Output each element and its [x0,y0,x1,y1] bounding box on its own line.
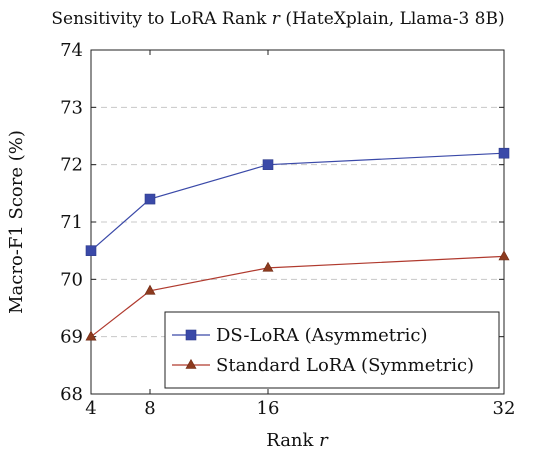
legend-label-standard-lora: Standard LoRA (Symmetric) [216,355,474,376]
y-tick-label-3: 71 [60,212,83,233]
series-line-1 [90,255,505,338]
legend: DS-LoRA (Asymmetric) Standard LoRA (Symm… [164,311,500,389]
series-layer [85,147,510,341]
legend-marker-ds-lora [185,329,197,341]
x-axis-title: Rank r [266,430,329,451]
y-axis-ticks: 68 69 70 71 72 73 74 [60,40,504,405]
series-line-0 [90,152,505,252]
y-tick-label-6: 74 [60,40,83,61]
series-0-point-0 [85,245,97,256]
y-tick-label-2: 70 [60,269,83,290]
y-axis-title: Macro-F1 Score (%) [6,130,27,314]
legend-box [164,311,500,389]
chart-title: Sensitivity to LoRA Rank r (HateXplain, … [51,9,504,29]
legend-label-ds-lora: DS-LoRA (Asymmetric) [216,325,427,346]
x-tick-label-2: 16 [257,398,280,419]
x-tick-label-3: 32 [493,398,516,419]
series-1-point-3 [498,250,510,261]
y-tick-label-4: 72 [60,155,83,176]
x-tick-label-0: 4 [85,398,96,419]
series-0-point-3 [498,147,510,159]
x-tick-label-1: 8 [144,398,155,419]
grid-lines [91,106,504,338]
series-1-point-2 [262,261,274,272]
y-tick-label-5: 73 [60,97,83,118]
y-tick-label-1: 69 [60,327,83,348]
y-tick-label-0: 68 [60,384,83,405]
series-0-point-2 [262,159,274,170]
series-1-point-0 [85,330,97,341]
x-axis-ticks: 4 8 16 32 [85,50,515,419]
series-1-point-1 [144,284,156,295]
legend-marker-standard-lora [185,358,197,369]
series-0-point-1 [144,193,156,205]
